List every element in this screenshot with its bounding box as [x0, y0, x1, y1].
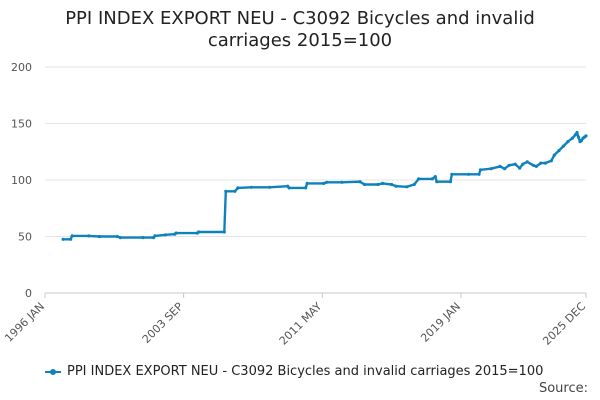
chart-legend[interactable]: PPI INDEX EXPORT NEU - C3092 Bicycles an… [45, 364, 543, 379]
data-point[interactable] [153, 234, 157, 238]
data-point[interactable] [322, 181, 326, 185]
data-point[interactable] [521, 162, 525, 166]
grid-lines [45, 66, 586, 294]
y-tick-label: 200 [11, 61, 32, 74]
data-point[interactable] [70, 234, 74, 238]
data-point[interactable] [433, 175, 437, 179]
data-point[interactable] [69, 237, 73, 241]
data-point[interactable] [507, 163, 511, 167]
data-point[interactable] [394, 184, 398, 188]
data-point[interactable] [478, 168, 483, 172]
x-tick-label: 2011 MAY [277, 300, 325, 348]
data-point[interactable] [576, 135, 581, 139]
data-point[interactable] [448, 180, 452, 184]
data-point[interactable] [549, 159, 553, 163]
data-point[interactable] [498, 164, 502, 168]
data-point[interactable] [118, 236, 122, 240]
data-point[interactable] [489, 167, 493, 171]
data-point[interactable] [141, 236, 145, 240]
data-point[interactable] [376, 182, 380, 187]
x-tick-label: 1996 JAN [2, 300, 47, 345]
data-point[interactable] [174, 231, 178, 235]
x-axis-tick-labels: 1996 JAN 2003 SEP 2011 MAY 2019 JAN 2025 DEC [2, 293, 588, 348]
chart-title: PPI INDEX EXPORT NEU - C3092 Bicycles an… [0, 8, 600, 52]
x-tick-label: 2025 DEC [540, 300, 588, 348]
data-point[interactable] [197, 230, 201, 234]
data-point[interactable] [477, 172, 481, 176]
y-tick-label: 0 [25, 287, 32, 300]
data-point[interactable] [340, 180, 344, 184]
data-point[interactable] [417, 177, 421, 181]
data-point[interactable] [249, 185, 254, 189]
x-tick-label: 2019 JAN [418, 300, 463, 345]
data-point[interactable] [61, 237, 65, 241]
legend-swatch-icon [45, 367, 61, 377]
data-point[interactable] [531, 163, 535, 167]
data-point[interactable] [358, 180, 362, 184]
series-line[interactable] [63, 131, 587, 241]
data-point[interactable] [115, 234, 119, 239]
data-point[interactable] [503, 167, 507, 171]
data-point[interactable] [236, 186, 240, 190]
data-point[interactable] [233, 189, 237, 193]
data-point[interactable] [561, 144, 566, 148]
data-point[interactable] [518, 166, 522, 170]
data-point[interactable] [566, 140, 570, 144]
data-point[interactable] [224, 189, 228, 193]
data-point[interactable] [287, 186, 291, 190]
data-point[interactable] [525, 160, 529, 164]
data-point[interactable] [325, 180, 329, 184]
data-point[interactable] [450, 172, 454, 176]
source-label[interactable]: Source: [538, 381, 588, 396]
data-point[interactable] [584, 134, 588, 138]
data-point[interactable] [405, 185, 409, 189]
data-point[interactable] [305, 181, 309, 185]
data-point[interactable] [412, 182, 416, 187]
data-point[interactable] [570, 136, 575, 140]
x-tick-label: 2003 SEP [140, 300, 186, 346]
data-point[interactable] [557, 149, 561, 153]
data-point[interactable] [222, 230, 226, 234]
data-point[interactable] [534, 164, 538, 168]
series-layer [61, 130, 588, 241]
data-point[interactable] [575, 130, 579, 135]
data-point[interactable] [430, 177, 434, 181]
data-point[interactable] [267, 185, 272, 189]
data-point[interactable] [390, 182, 394, 187]
data-point[interactable] [539, 161, 543, 165]
legend-label: PPI INDEX EXPORT NEU - C3092 Bicycles an… [67, 364, 544, 379]
data-point[interactable] [362, 182, 367, 187]
chart-title-line-2: carriages 2015=100 [207, 30, 393, 51]
y-tick-label: 50 [18, 231, 32, 244]
data-point[interactable] [97, 234, 101, 239]
data-point[interactable] [543, 161, 547, 165]
data-point[interactable] [87, 234, 91, 238]
data-point[interactable] [466, 172, 471, 176]
y-tick-label: 100 [11, 174, 32, 187]
data-point[interactable] [164, 233, 168, 237]
data-point[interactable] [573, 133, 578, 137]
y-tick-label: 150 [11, 118, 32, 131]
data-point[interactable] [304, 186, 308, 190]
data-point[interactable] [552, 153, 556, 157]
data-point[interactable] [381, 181, 385, 185]
data-point[interactable] [513, 162, 517, 166]
data-point[interactable] [435, 180, 439, 184]
y-axis-tick-labels: 0 50 100 150 200 [11, 61, 32, 300]
chart-title-line-1: PPI INDEX EXPORT NEU - C3092 Bicycles an… [65, 8, 535, 29]
